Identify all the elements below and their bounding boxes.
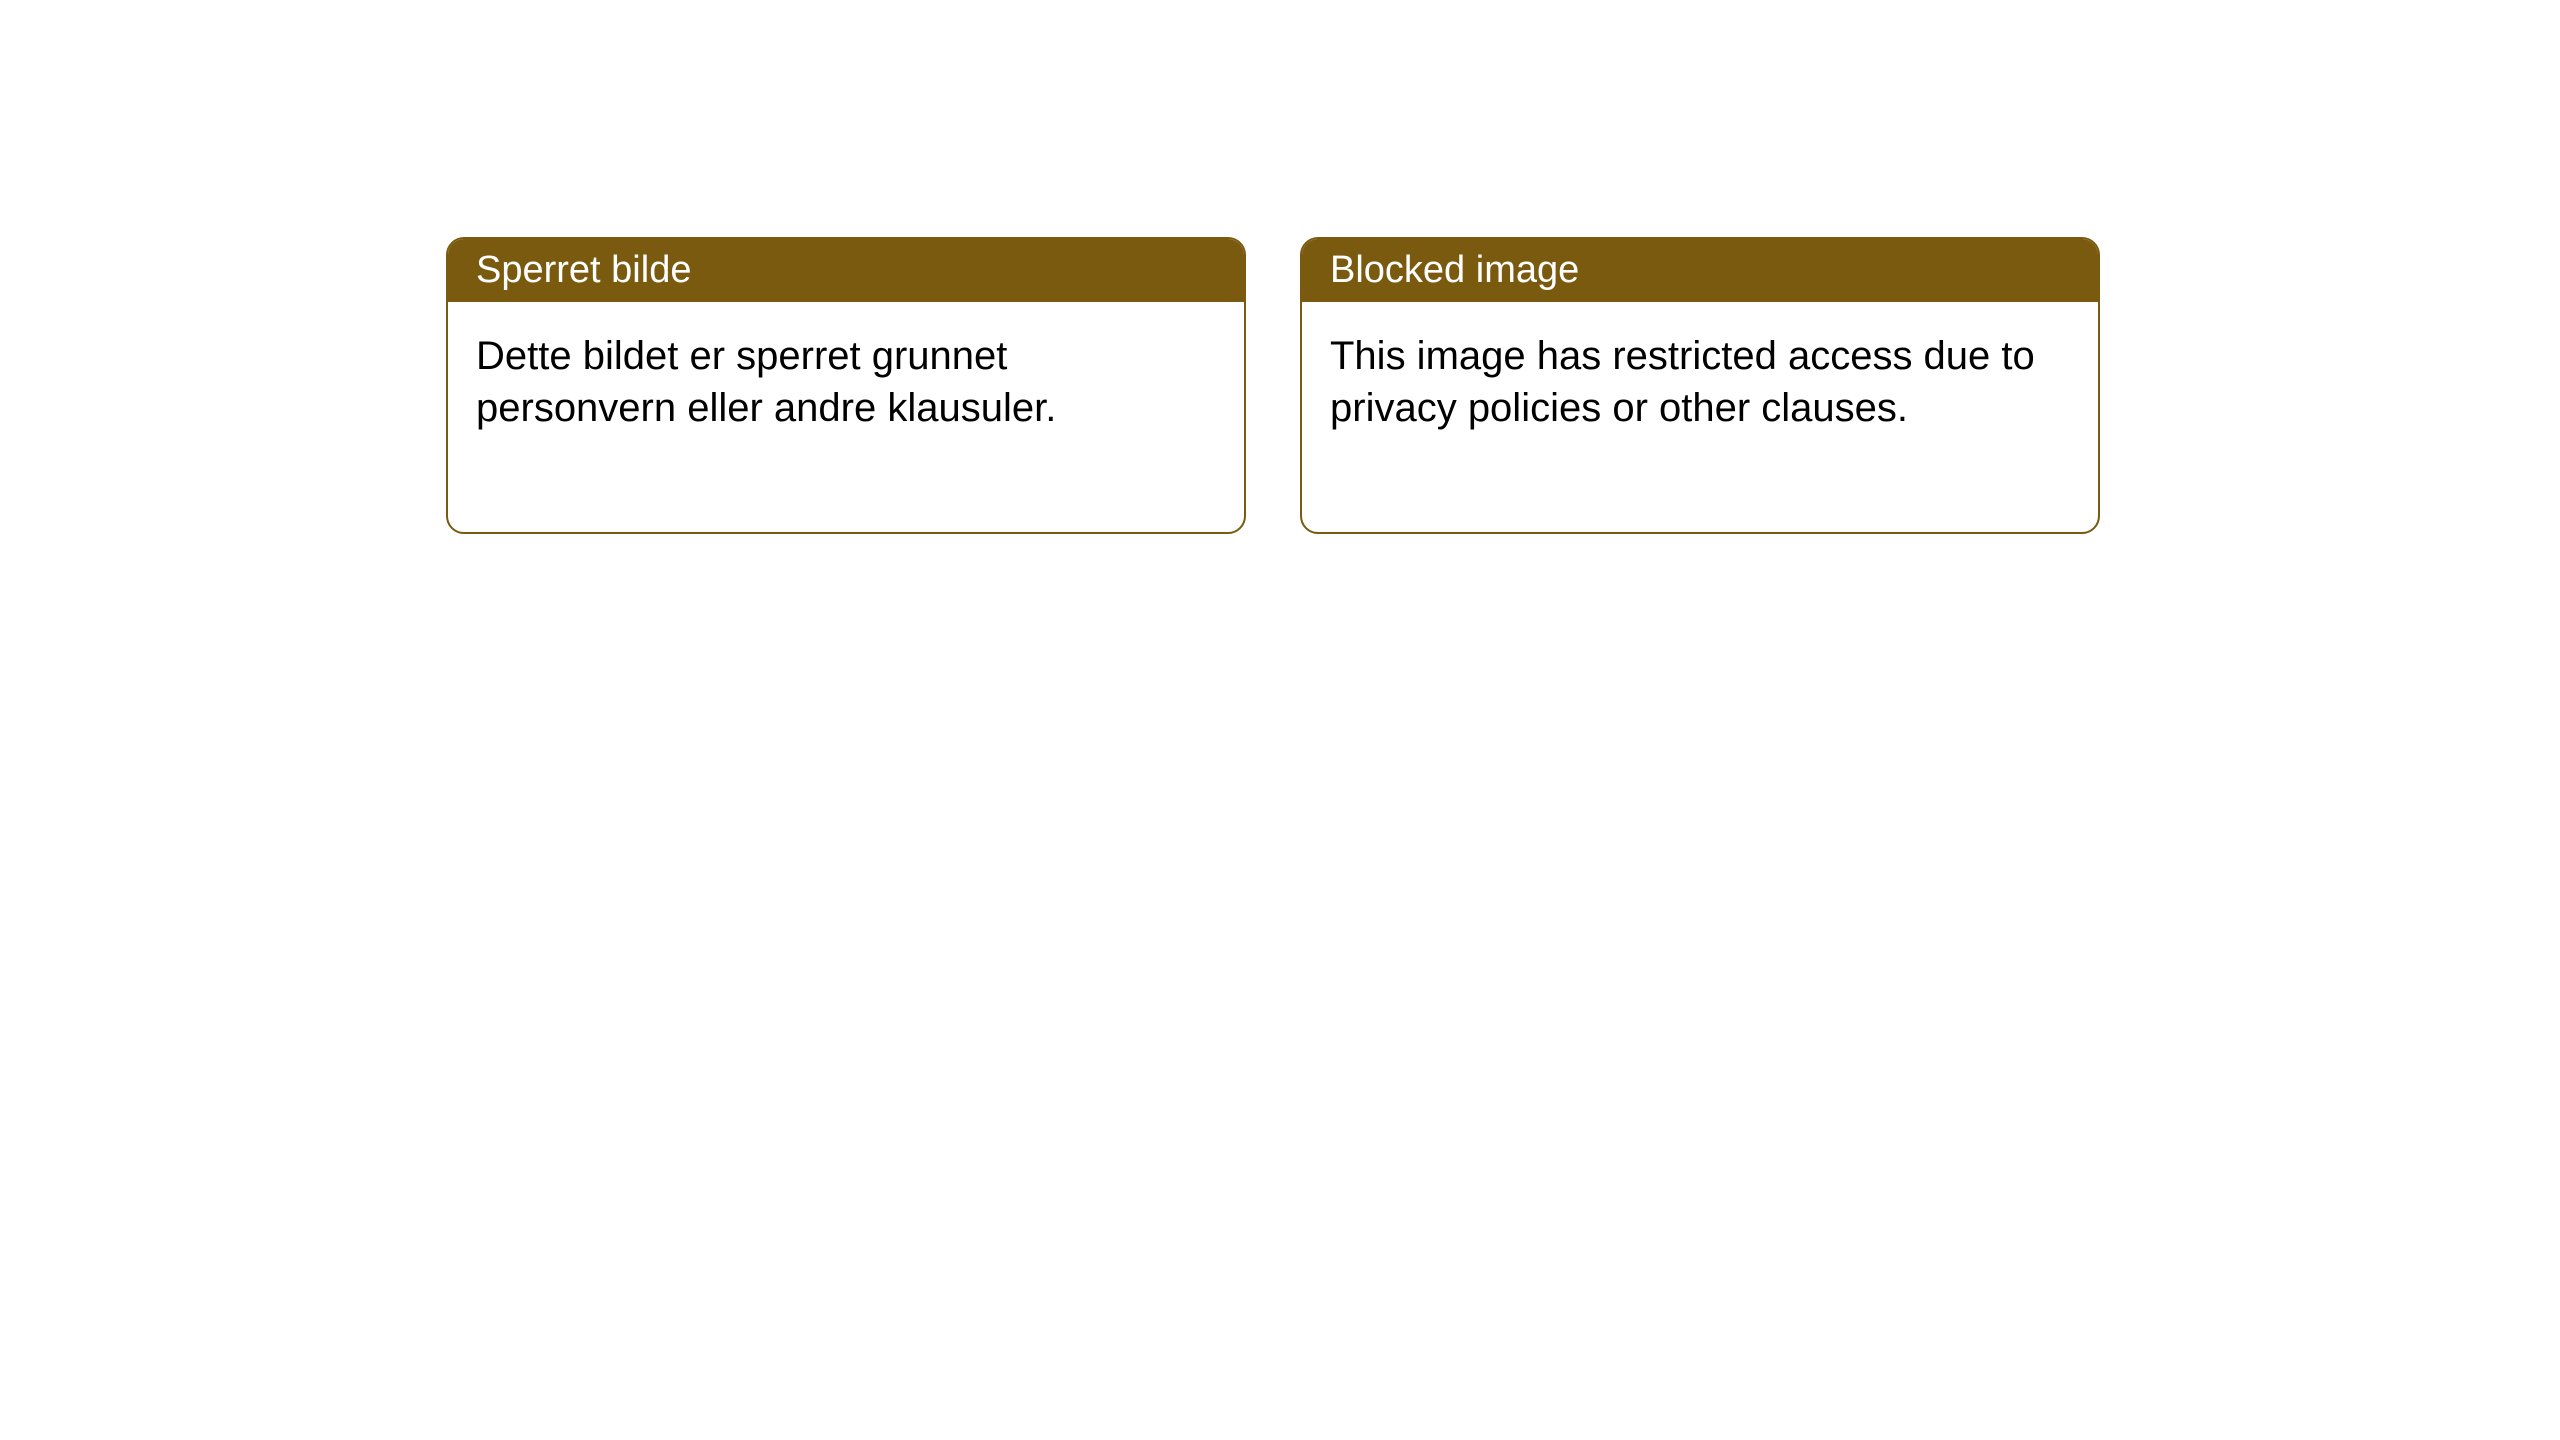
notice-body: This image has restricted access due to … — [1302, 302, 2098, 532]
notice-card-norwegian: Sperret bilde Dette bildet er sperret gr… — [446, 237, 1246, 534]
notice-title: Blocked image — [1330, 249, 1579, 291]
notice-body: Dette bildet er sperret grunnet personve… — [448, 302, 1244, 532]
notice-message: Dette bildet er sperret grunnet personve… — [476, 334, 1056, 430]
notice-title: Sperret bilde — [476, 249, 691, 291]
notice-message: This image has restricted access due to … — [1330, 334, 2035, 430]
notice-container: Sperret bilde Dette bildet er sperret gr… — [0, 0, 2560, 534]
notice-header: Blocked image — [1302, 239, 2098, 302]
notice-card-english: Blocked image This image has restricted … — [1300, 237, 2100, 534]
notice-header: Sperret bilde — [448, 239, 1244, 302]
